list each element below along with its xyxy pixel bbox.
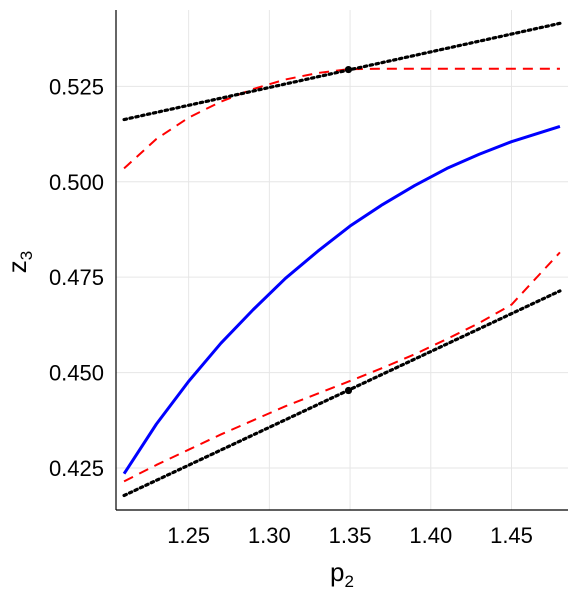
x-axis-label-subscript: 2 xyxy=(345,572,354,590)
series-line-solid-0 xyxy=(122,124,561,475)
y-ticks: 0.425 0.450 0.475 0.500 0.525 xyxy=(49,74,104,481)
tangent-point xyxy=(344,65,353,74)
x-axis-label-main: p xyxy=(330,557,344,587)
series-line-dashed-2 xyxy=(123,251,561,483)
x-tick-label: 1.35 xyxy=(329,523,372,548)
y-axis-label-main: z xyxy=(2,260,32,273)
x-tick-label: 1.25 xyxy=(167,523,210,548)
x-axis-label: p2 xyxy=(330,557,354,590)
series-line-dashed-1 xyxy=(123,67,560,170)
points-layer xyxy=(344,65,353,395)
y-tick-label: 0.425 xyxy=(49,456,104,481)
axes xyxy=(115,10,568,511)
y-tick-label: 0.525 xyxy=(49,74,104,99)
y-tick-label: 0.450 xyxy=(49,361,104,386)
series-line-dotted-3 xyxy=(122,21,562,122)
y-axis-label-subscript: 3 xyxy=(17,251,36,260)
x-tick-label: 1.40 xyxy=(409,523,452,548)
x-ticks: 1.25 1.30 1.35 1.40 1.45 xyxy=(167,523,533,548)
series-line-dotted-4 xyxy=(122,289,562,498)
y-tick-label: 0.475 xyxy=(49,265,104,290)
series-layer xyxy=(122,21,562,498)
y-tick-label: 0.500 xyxy=(49,170,104,195)
tangent-point xyxy=(344,386,353,395)
y-axis-label: z3 xyxy=(2,251,36,273)
x-tick-label: 1.30 xyxy=(248,523,291,548)
x-tick-label: 1.45 xyxy=(490,523,533,548)
grid xyxy=(116,10,568,510)
